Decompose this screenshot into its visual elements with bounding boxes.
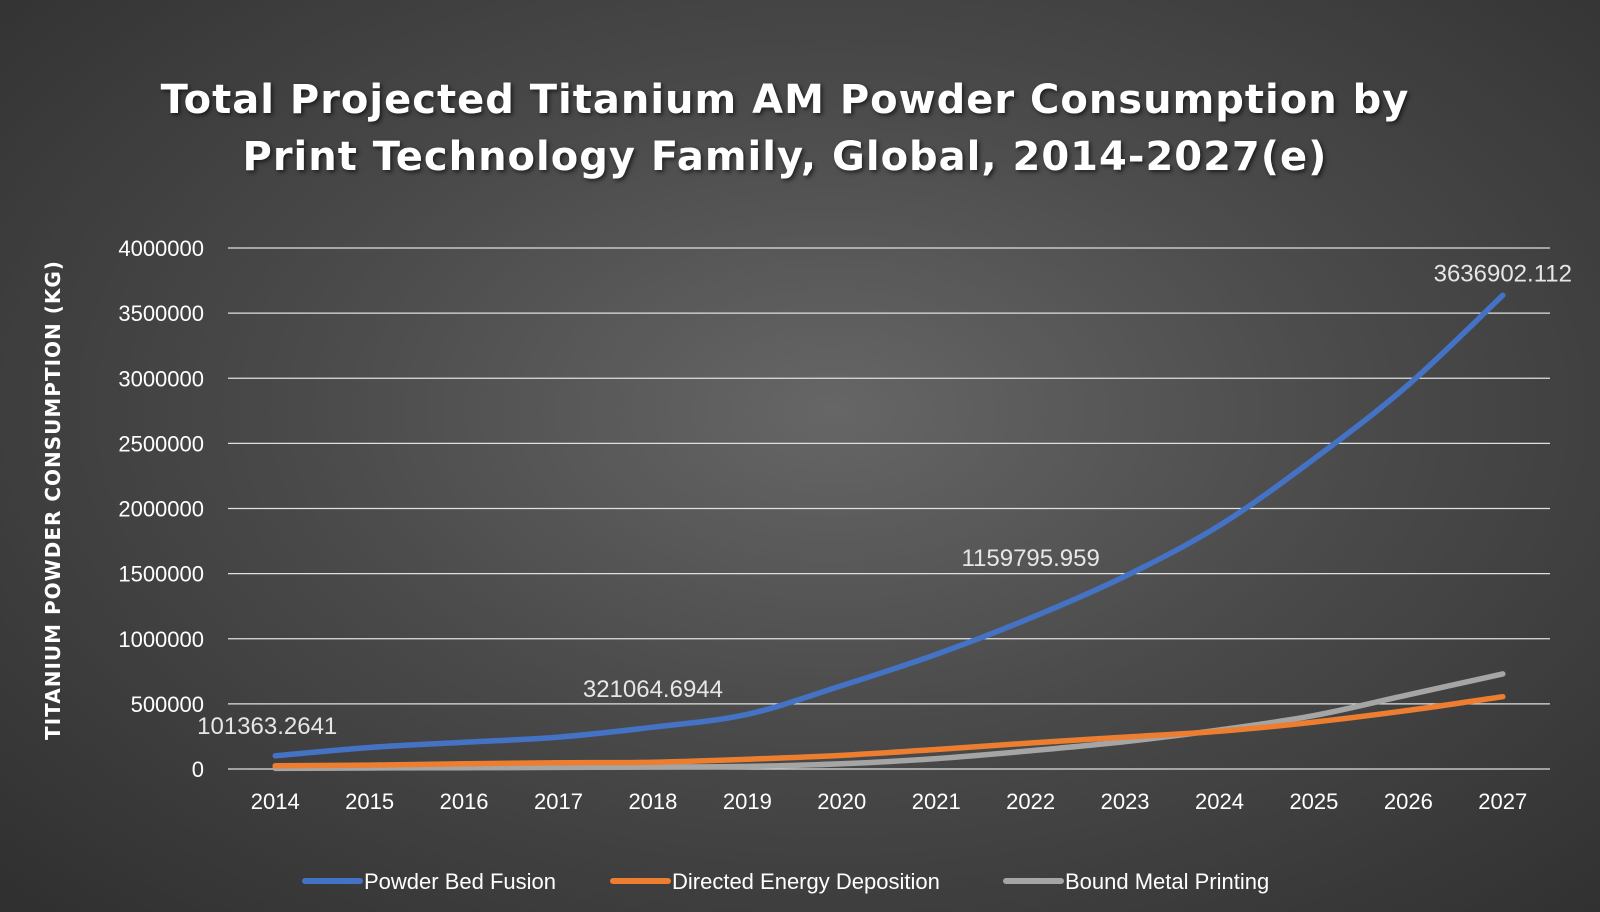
data-label: 101363.2641: [197, 713, 337, 740]
x-tick-label: 2015: [345, 789, 394, 814]
legend-label: Bound Metal Printing: [1065, 869, 1269, 894]
series-lines: [272, 292, 1506, 772]
x-axis-ticks: 2014 2015 2016 2017 2018 2019 2020 2021 2022 2023…: [251, 789, 1528, 814]
data-labels: 101363.2641 321064.6944 1159795.959 3636902…: [197, 260, 1572, 740]
chart-title-line-2: Print Technology Family, Global, 2014-20…: [242, 134, 1328, 180]
x-tick-label: 2021: [912, 789, 961, 814]
x-tick-label: 2024: [1195, 789, 1244, 814]
data-label: 1159795.959: [961, 545, 1099, 572]
y-tick-label: 0: [192, 757, 204, 782]
x-tick-label: 2027: [1478, 789, 1527, 814]
x-tick-label: 2019: [723, 789, 772, 814]
legend-label: Directed Energy Deposition: [672, 869, 940, 894]
y-tick-label: 2000000: [118, 497, 204, 522]
y-tick-label: 2500000: [118, 431, 204, 456]
gridlines: [228, 247, 1550, 770]
chart-title: Total Projected Titanium AM Powder Consu…: [0, 72, 1570, 186]
legend-label: Powder Bed Fusion: [364, 869, 556, 894]
series-line-2: [272, 671, 1506, 772]
x-tick-label: 2025: [1289, 789, 1338, 814]
x-tick-label: 2023: [1101, 789, 1150, 814]
chart-title-line-1: Total Projected Titanium AM Powder Consu…: [160, 77, 1410, 123]
y-tick-label: 4000000: [118, 236, 204, 261]
y-tick-label: 3500000: [118, 301, 204, 326]
y-tick-label: 3000000: [118, 366, 204, 391]
y-tick-label: 500000: [131, 692, 204, 717]
y-tick-label: 1000000: [118, 627, 204, 652]
x-tick-label: 2016: [440, 789, 489, 814]
data-label: 3636902.112: [1434, 260, 1572, 287]
series-line-0: [272, 292, 1506, 759]
series-line-1: [272, 693, 1506, 769]
x-tick-label: 2020: [817, 789, 866, 814]
x-tick-label: 2026: [1384, 789, 1433, 814]
legend: Powder Bed Fusion Directed Energy Deposit…: [302, 869, 1269, 894]
x-tick-label: 2022: [1006, 789, 1055, 814]
x-tick-label: 2017: [534, 789, 583, 814]
x-tick-label: 2018: [628, 789, 677, 814]
x-tick-label: 2014: [251, 789, 300, 814]
y-tick-label: 1500000: [118, 562, 204, 587]
y-axis-ticks: 0 500000 1000000 1500000 2000000 2500000 30000…: [118, 236, 204, 782]
data-label: 321064.6944: [583, 676, 723, 703]
y-axis-title: TITANIUM POWDER CONSUMPTION (KG): [41, 260, 65, 740]
